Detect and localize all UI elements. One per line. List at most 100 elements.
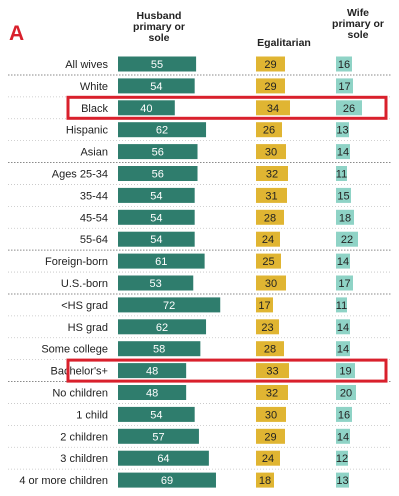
wife-bar	[336, 231, 358, 247]
egalitarian-value: 31	[265, 190, 277, 202]
egalitarian-bar	[256, 78, 285, 94]
husband-bar	[118, 297, 221, 313]
egalitarian-bar	[256, 297, 273, 313]
wife-value: 11	[336, 169, 347, 181]
husband-bar	[118, 428, 199, 444]
wife-bar	[336, 166, 347, 181]
row-some-college: Some college 58 28 14	[41, 341, 350, 357]
husband-bar	[118, 406, 195, 422]
wife-value: 26	[343, 103, 355, 115]
husband-bar	[118, 231, 195, 247]
row-label: White	[80, 81, 108, 93]
husband-value: 54	[150, 234, 162, 246]
row-35-44: 35-44 54 31 15	[80, 187, 351, 203]
wife-bar	[336, 341, 350, 357]
husband-value: 62	[156, 322, 168, 334]
wife-bar	[336, 275, 353, 291]
wife-bar	[336, 406, 352, 422]
husband-bar	[118, 363, 187, 379]
husband-value: 58	[153, 344, 165, 356]
wife-bar	[336, 56, 352, 72]
row-ages-25-34: Ages 25-34 56 32 11	[52, 166, 347, 181]
egalitarian-value: 26	[263, 125, 275, 137]
egalitarian-bar	[256, 144, 286, 160]
husband-value: 61	[155, 256, 167, 268]
wife-value: 14	[337, 431, 349, 443]
row-label: 55-64	[80, 234, 108, 246]
husband-bar	[118, 319, 207, 335]
egalitarian-bar	[256, 100, 290, 116]
egalitarian-value: 28	[264, 344, 276, 356]
header-wife: Wife primary or sole	[332, 7, 384, 41]
husband-value: 72	[163, 300, 175, 312]
row-hs-grad: HS grad 62 23 14	[68, 319, 350, 335]
wife-value: 18	[339, 212, 351, 224]
wife-value: 19	[339, 366, 351, 378]
row-1-child: 1 child 54 30 16	[76, 406, 352, 422]
row-asian: Asian 56 30 14	[80, 144, 350, 160]
egalitarian-value: 29	[264, 431, 276, 443]
wife-value: 11	[336, 300, 347, 312]
row-hs-grad: <HS grad 72 17 11	[61, 297, 347, 313]
egalitarian-bar	[256, 122, 282, 138]
husband-value: 54	[150, 81, 162, 93]
row-black: Black 40 34 26	[81, 100, 362, 116]
wife-value: 14	[337, 256, 349, 268]
egalitarian-value: 25	[262, 256, 274, 268]
husband-value: 56	[152, 169, 164, 181]
wife-bar	[336, 363, 355, 379]
wife-value: 16	[338, 409, 350, 421]
husband-bar	[118, 385, 187, 400]
wife-value: 12	[336, 453, 348, 465]
egalitarian-value: 23	[261, 322, 273, 334]
header-husband: Husband primary or sole	[133, 10, 185, 44]
egalitarian-value: 29	[264, 59, 276, 71]
husband-bar	[118, 209, 195, 225]
egalitarian-bar	[256, 363, 289, 379]
wife-value: 14	[337, 147, 349, 159]
wife-bar	[336, 450, 348, 466]
husband-bar	[118, 187, 195, 203]
husband-value: 57	[152, 431, 164, 443]
row-label: Foreign-born	[45, 256, 108, 268]
egalitarian-value: 28	[264, 212, 276, 224]
row-label: Hispanic	[66, 125, 109, 137]
husband-bar	[118, 450, 209, 466]
egalitarian-bar	[256, 253, 281, 269]
wife-value: 15	[337, 190, 349, 202]
egalitarian-value: 24	[262, 234, 274, 246]
husband-bar	[118, 100, 175, 116]
egalitarian-bar	[256, 56, 285, 72]
wife-bar	[336, 100, 362, 116]
wife-value: 13	[336, 125, 348, 137]
row-u-s-born: U.S.-born 53 30 17	[61, 275, 353, 291]
row-label: Black	[81, 103, 108, 115]
row-45-54: 45-54 54 28 18	[80, 209, 354, 225]
husband-value: 62	[156, 125, 168, 137]
row-no-children: No children 48 32 20	[52, 385, 356, 400]
highlight-box	[66, 358, 388, 383]
row-55-64: 55-64 54 24 22	[80, 231, 358, 247]
egalitarian-bar	[256, 428, 285, 444]
wife-bar	[336, 428, 350, 444]
wife-value: 20	[340, 388, 352, 400]
husband-bar	[118, 341, 201, 357]
wife-bar	[336, 472, 349, 488]
husband-value: 48	[146, 388, 158, 400]
husband-value: 55	[151, 59, 163, 71]
row-label: Asian	[80, 147, 108, 159]
wife-value: 14	[337, 322, 349, 334]
egalitarian-bar	[256, 450, 280, 466]
row-label: HS grad	[68, 322, 108, 334]
row-label: 35-44	[80, 190, 108, 202]
panel-label: A	[9, 22, 25, 45]
wife-bar	[336, 187, 351, 203]
egalitarian-value: 32	[266, 388, 278, 400]
wife-value: 16	[338, 59, 350, 71]
husband-value: 54	[150, 190, 162, 202]
row-white: White 54 29 17	[80, 78, 353, 94]
row-label: 4 or more children	[19, 475, 108, 487]
husband-bar	[118, 472, 216, 488]
header-egalitarian: Egalitarian	[257, 37, 311, 49]
